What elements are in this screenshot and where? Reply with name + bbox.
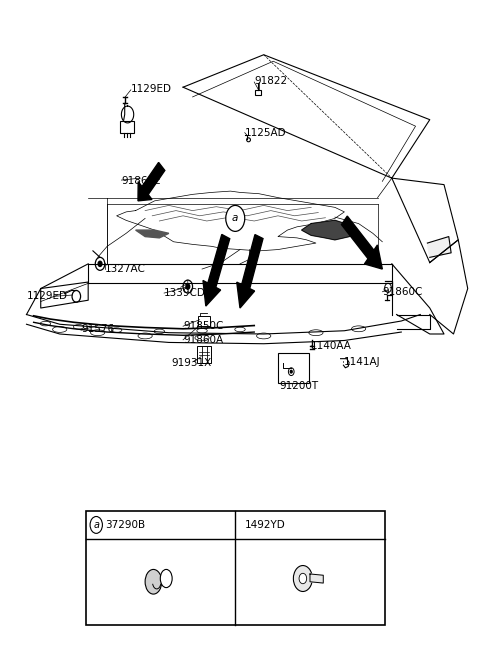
Ellipse shape [160, 569, 172, 588]
Text: 91860C: 91860C [383, 287, 423, 297]
Circle shape [96, 257, 105, 271]
Bar [255, 90, 261, 95]
Text: 1129ED: 1129ED [26, 291, 68, 301]
Circle shape [293, 565, 312, 591]
Text: 1327AC: 1327AC [105, 264, 145, 274]
Polygon shape [427, 236, 451, 257]
Polygon shape [138, 162, 165, 201]
Text: 1125AD: 1125AD [245, 128, 287, 138]
Bar [86, 512, 384, 625]
Circle shape [299, 573, 307, 584]
Polygon shape [301, 220, 359, 240]
Circle shape [186, 284, 190, 290]
Circle shape [290, 370, 292, 373]
Circle shape [72, 290, 81, 302]
Bar [198, 316, 210, 326]
Circle shape [226, 206, 245, 231]
Polygon shape [136, 230, 169, 238]
Circle shape [288, 367, 294, 375]
Text: 91200T: 91200T [279, 381, 318, 391]
Circle shape [384, 284, 391, 292]
Polygon shape [237, 234, 263, 308]
Circle shape [98, 261, 102, 267]
Circle shape [183, 280, 192, 293]
Polygon shape [203, 234, 230, 306]
Polygon shape [341, 216, 383, 269]
Bar [197, 346, 211, 363]
Bar [120, 121, 134, 133]
Text: 37290B: 37290B [105, 520, 145, 530]
Text: 91931X: 91931X [171, 358, 212, 368]
Polygon shape [310, 574, 323, 583]
Text: 91850C: 91850C [183, 321, 224, 331]
Bar [278, 354, 309, 383]
Text: a: a [232, 214, 239, 223]
Text: 1141AJ: 1141AJ [343, 357, 380, 367]
Text: 91576: 91576 [81, 324, 114, 334]
Text: 91860E: 91860E [121, 176, 161, 187]
Text: 1129ED: 1129ED [131, 83, 172, 94]
Text: 1339CD: 1339CD [164, 288, 206, 298]
Circle shape [90, 517, 102, 533]
Ellipse shape [145, 569, 162, 594]
Text: 1140AA: 1140AA [311, 341, 352, 350]
Text: 91822: 91822 [254, 76, 288, 86]
Text: 1492YD: 1492YD [245, 520, 286, 530]
Text: a: a [93, 520, 99, 530]
Text: 91860A: 91860A [183, 335, 223, 345]
